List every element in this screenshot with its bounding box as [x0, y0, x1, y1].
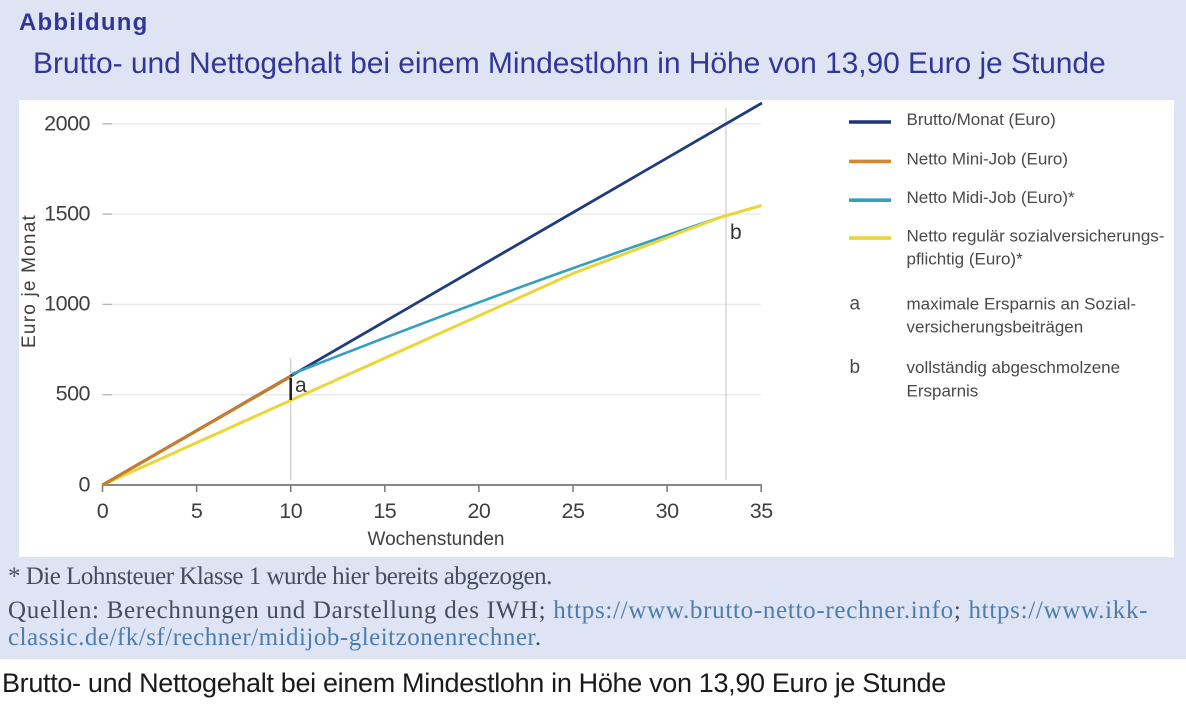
- svg-text:a: a: [295, 374, 307, 397]
- svg-text:Euro je Monat: Euro je Monat: [19, 214, 40, 348]
- svg-text:0: 0: [97, 499, 109, 523]
- svg-text:25: 25: [562, 499, 585, 523]
- svg-text:Netto regulär sozialversicheru: Netto regulär sozialversicherungs-: [907, 226, 1165, 245]
- svg-text:2000: 2000: [44, 112, 90, 136]
- svg-text:35: 35: [750, 499, 773, 523]
- svg-text:Brutto/Monat (Euro): Brutto/Monat (Euro): [907, 110, 1056, 129]
- svg-text:15: 15: [373, 499, 396, 523]
- svg-text:Wochenstunden: Wochenstunden: [368, 529, 505, 550]
- svg-text:20: 20: [467, 499, 490, 523]
- svg-text:a: a: [850, 294, 861, 315]
- svg-text:1500: 1500: [44, 202, 90, 226]
- svg-text:1000: 1000: [44, 292, 90, 316]
- svg-text:b: b: [730, 221, 742, 244]
- svg-text:versicherungsbeiträgen: versicherungsbeiträgen: [907, 318, 1084, 337]
- svg-text:Ersparnis: Ersparnis: [907, 381, 979, 400]
- svg-text:5: 5: [191, 499, 203, 523]
- svg-text:30: 30: [656, 499, 679, 523]
- svg-text:Netto Midi-Job (Euro)*: Netto Midi-Job (Euro)*: [907, 188, 1076, 207]
- svg-text:b: b: [850, 357, 861, 378]
- svg-text:0: 0: [79, 473, 91, 497]
- svg-text:vollständig abgeschmolzene: vollständig abgeschmolzene: [907, 358, 1121, 377]
- svg-text:maximale Ersparnis an Sozial-: maximale Ersparnis an Sozial-: [907, 295, 1137, 314]
- svg-text:10: 10: [279, 499, 302, 523]
- svg-text:500: 500: [56, 382, 91, 406]
- svg-text:Netto Mini-Job (Euro): Netto Mini-Job (Euro): [907, 149, 1069, 168]
- svg-text:pflichtig (Euro)*: pflichtig (Euro)*: [907, 249, 1024, 268]
